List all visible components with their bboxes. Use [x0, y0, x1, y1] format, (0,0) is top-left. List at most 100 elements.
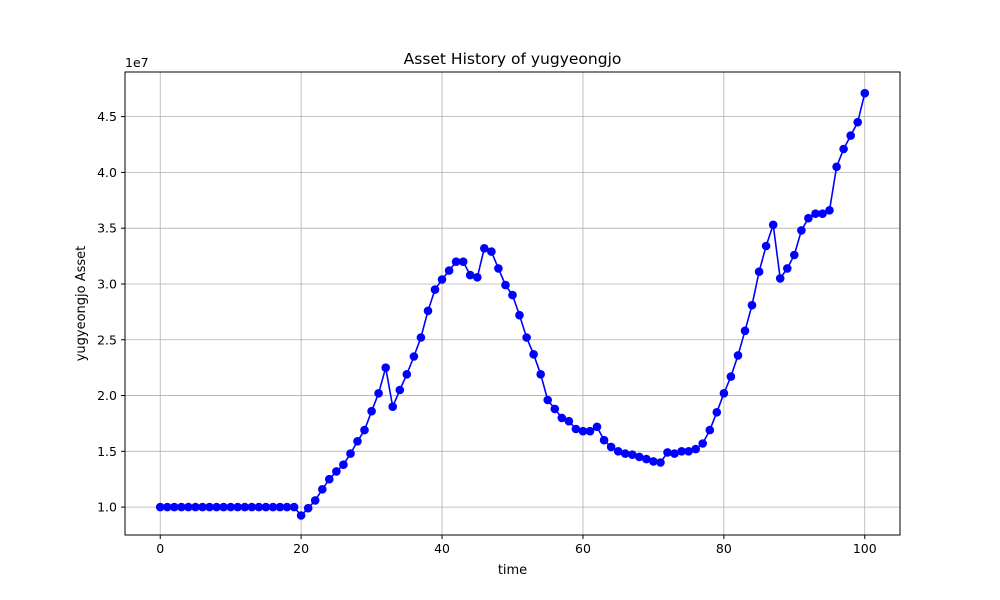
data-point — [628, 450, 637, 460]
data-point — [613, 447, 623, 456]
data-point — [184, 502, 193, 512]
data-point — [465, 270, 475, 280]
y-tick-label: 1.5 — [97, 444, 117, 459]
grid-lines — [125, 72, 900, 535]
x-axis-ticks: 0 20 40 60 80 100 — [156, 535, 877, 556]
y-tick-label: 2.5 — [97, 332, 117, 347]
data-point — [325, 474, 334, 484]
data-point — [430, 285, 440, 294]
data-point — [585, 426, 595, 436]
data-point — [677, 447, 686, 456]
data-point — [592, 422, 602, 432]
data-point — [155, 502, 165, 512]
data-point — [557, 413, 567, 423]
plot-frame — [124, 71, 901, 536]
data-point — [846, 131, 855, 140]
data-point — [310, 496, 320, 505]
data-point — [487, 247, 496, 256]
data-point — [642, 454, 651, 464]
data-point — [240, 502, 250, 512]
data-point — [832, 162, 841, 172]
data-point — [740, 326, 750, 336]
data-point — [402, 370, 412, 379]
data-point — [536, 370, 545, 379]
y-tick-label: 3.0 — [97, 276, 117, 291]
data-point — [247, 502, 257, 512]
data-point — [409, 352, 419, 361]
data-point — [416, 333, 426, 342]
data-point — [839, 144, 848, 154]
y-axis-offset-text: 1e7 — [125, 55, 149, 70]
data-point — [550, 404, 560, 414]
data-point — [177, 502, 186, 512]
data-point — [254, 502, 264, 512]
series-markers — [155, 88, 870, 520]
x-tick-label: 20 — [293, 541, 309, 556]
data-point — [367, 406, 376, 416]
data-point — [444, 266, 454, 275]
data-point — [797, 226, 806, 235]
data-point — [754, 267, 764, 277]
data-point — [818, 209, 827, 218]
data-point — [191, 502, 200, 512]
y-tick-label: 4.0 — [97, 165, 117, 180]
data-point — [726, 372, 736, 381]
data-point — [783, 264, 792, 273]
data-point — [670, 449, 679, 458]
data-point — [719, 389, 729, 398]
chart-title: Asset History of yugyeongjo — [404, 50, 622, 68]
data-point — [529, 350, 538, 359]
data-point — [501, 280, 510, 290]
data-point — [691, 444, 700, 454]
x-tick-label: 0 — [156, 541, 164, 556]
data-point — [606, 442, 616, 452]
data-point — [451, 257, 461, 267]
data-point — [282, 502, 292, 512]
data-point — [296, 511, 306, 520]
data-point — [698, 439, 707, 448]
y-tick-label: 4.5 — [97, 109, 117, 124]
data-point — [339, 460, 348, 470]
data-point — [620, 449, 630, 458]
data-point — [226, 502, 235, 512]
data-point — [458, 257, 468, 267]
data-point — [494, 264, 503, 273]
data-point — [663, 448, 672, 457]
data-point — [684, 447, 693, 456]
data-point — [571, 424, 581, 434]
data-point — [170, 502, 179, 512]
data-point — [212, 502, 221, 512]
x-axis-label: time — [498, 563, 527, 578]
data-point — [825, 206, 834, 215]
data-point — [374, 389, 383, 398]
data-point — [332, 467, 341, 476]
x-tick-label: 40 — [434, 541, 450, 556]
data-point — [775, 274, 785, 283]
x-tick-label: 80 — [716, 541, 732, 556]
data-point — [649, 457, 658, 466]
data-point — [480, 244, 489, 253]
data-point — [275, 502, 285, 512]
data-point — [303, 503, 313, 513]
data-point — [318, 485, 327, 494]
data-point — [233, 502, 242, 512]
data-point — [515, 310, 524, 320]
data-point — [219, 502, 228, 512]
x-tick-label: 60 — [575, 541, 591, 556]
data-point — [578, 426, 588, 436]
data-point — [768, 220, 778, 230]
data-point — [346, 449, 355, 458]
data-point — [860, 88, 870, 98]
data-point — [656, 458, 665, 467]
y-axis-ticks: 1.0 1.5 2.0 2.5 3.0 3.5 4.0 4.5 — [97, 109, 125, 515]
data-point — [853, 117, 862, 127]
data-point — [198, 502, 207, 512]
data-point — [705, 425, 715, 435]
data-point — [388, 402, 398, 412]
data-point — [360, 425, 369, 435]
data-point — [205, 502, 214, 512]
data-point — [289, 502, 299, 512]
data-point — [163, 502, 172, 512]
